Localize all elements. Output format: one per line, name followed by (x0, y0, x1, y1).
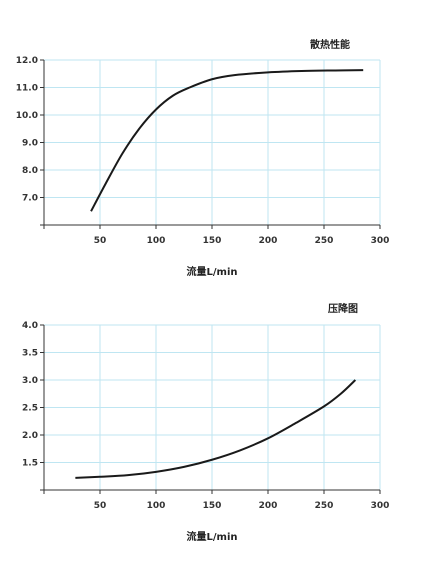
chart-title: 压降图 (328, 302, 358, 315)
y-tick-label: 9.0 (22, 139, 38, 149)
x-tick-label: 150 (203, 236, 222, 246)
x-axis-label: 流量L/min (187, 530, 238, 543)
x-tick-label: 100 (147, 501, 166, 511)
x-tick-label: 150 (203, 501, 222, 511)
y-tick-label: 1.5 (22, 459, 38, 469)
x-axis-label: 流量L/min (187, 265, 238, 278)
chart-heat-dissipation: 7.0 8.0 9.0 10.0 11.0 12.0 50 100 150 200 250 300 散热… (16, 38, 390, 278)
x-tick-label: 100 (147, 236, 166, 246)
x-tick-label: 250 (315, 236, 334, 246)
y-tick-label: 8.0 (22, 166, 38, 176)
series-line (75, 379, 357, 479)
x-tick-label: 300 (371, 236, 390, 246)
series-line (90, 69, 364, 212)
chart-pressure-drop: 1.5 2.0 2.5 3.0 3.5 4.0 50 100 150 200 250 300 压降图流量… (22, 302, 389, 543)
y-tick-label: 4.0 (22, 321, 38, 331)
x-tick-label: 200 (259, 501, 278, 511)
x-tick-label: 50 (94, 501, 107, 511)
y-tick-label: 3.5 (22, 349, 38, 359)
y-tick-label: 3.0 (22, 376, 38, 386)
y-tick-label: 7.0 (22, 194, 38, 204)
y-tick-label: 11.0 (16, 84, 38, 94)
x-tick-label: 200 (259, 236, 278, 246)
y-tick-label: 2.0 (22, 431, 38, 441)
y-tick-label: 2.5 (22, 404, 38, 414)
chart-title: 散热性能 (310, 38, 350, 51)
x-tick-label: 300 (371, 501, 390, 511)
x-tick-label: 250 (315, 501, 334, 511)
x-tick-label: 50 (94, 236, 107, 246)
y-tick-label: 10.0 (16, 111, 38, 121)
y-tick-label: 12.0 (16, 56, 38, 66)
